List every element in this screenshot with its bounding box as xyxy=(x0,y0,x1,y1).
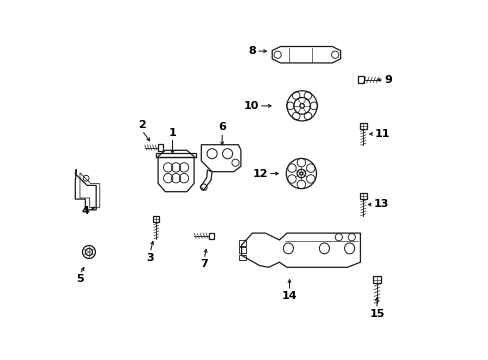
Text: 14: 14 xyxy=(281,291,297,301)
Bar xyxy=(238,240,245,246)
Bar xyxy=(373,276,380,283)
Bar xyxy=(238,255,245,260)
Bar xyxy=(359,193,366,199)
Text: 13: 13 xyxy=(373,199,388,210)
Text: 5: 5 xyxy=(76,274,83,284)
Text: 11: 11 xyxy=(374,129,389,139)
Text: 9: 9 xyxy=(384,75,391,85)
Bar xyxy=(357,76,363,84)
Text: 10: 10 xyxy=(243,101,258,111)
Text: 2: 2 xyxy=(138,120,145,130)
Text: 1: 1 xyxy=(168,127,176,138)
Text: 7: 7 xyxy=(200,259,207,269)
Text: 15: 15 xyxy=(368,309,384,319)
Bar xyxy=(208,233,214,239)
Text: 6: 6 xyxy=(218,122,225,132)
Bar xyxy=(359,123,366,129)
Text: 4: 4 xyxy=(81,206,89,216)
Bar xyxy=(156,153,196,157)
Bar xyxy=(238,247,245,253)
Text: 12: 12 xyxy=(252,168,267,179)
Bar xyxy=(158,144,163,151)
Text: 3: 3 xyxy=(146,253,154,263)
Bar xyxy=(153,216,159,222)
Text: 8: 8 xyxy=(248,46,256,56)
